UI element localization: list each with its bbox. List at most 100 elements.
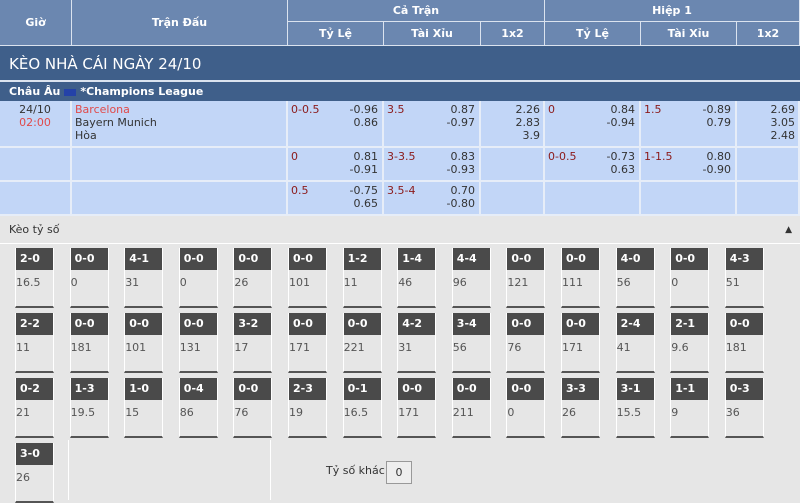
score-tile[interactable]: 2-0 16.5 [15,248,54,308]
col-tran-dau: Trận Đấu [72,0,288,46]
ft-hdp-cell: 0.5 -0.75 0.65 [288,182,384,216]
score-tile[interactable]: 3-3 26 [561,378,600,438]
odds-value[interactable]: -0.89 [702,103,731,116]
score-tile[interactable]: 4-3 51 [724,248,764,308]
score-tile[interactable]: 0-0 121 [506,248,546,308]
odds-value[interactable]: 2.48 [770,129,796,142]
odds-value[interactable]: 0.83 [450,150,476,163]
score-odds-header[interactable]: Kèo tỷ số ▲ [0,216,800,244]
odds-value[interactable]: 0.63 [610,163,636,176]
line-value: 0-0.5 [291,103,320,116]
odds-value[interactable]: 0.79 [706,116,732,129]
score-tile[interactable]: 1-4 46 [397,248,437,308]
score-tile[interactable]: 4-2 31 [397,313,437,373]
score-tile[interactable]: 0-4 86 [178,378,218,438]
score-tile[interactable]: 0-0 171 [561,313,600,373]
line-value: 3.5 [387,103,405,116]
odds-value[interactable]: -0.90 [702,163,731,176]
score-odds: 0 [179,276,187,289]
score-label: 0-0 [452,378,490,400]
score-tile[interactable]: 0-0 0 [69,248,109,308]
league-row[interactable]: Châu Âu *Champions League [0,82,800,102]
caret-up-icon[interactable]: ▲ [785,225,792,235]
odds-value[interactable]: -0.94 [606,116,635,129]
score-tile[interactable]: 0-0 76 [506,313,546,373]
ft-ou-cell: 3.5-4 0.70 -0.80 [384,182,481,216]
home-team[interactable]: Barcelona [75,103,130,116]
odds-value[interactable]: 0.70 [450,184,476,197]
odds-value[interactable]: 3.9 [522,129,541,142]
odds-value[interactable]: -0.91 [349,163,378,176]
score-tile[interactable]: 0-2 21 [15,378,54,438]
score-tile[interactable]: 0-0 101 [124,313,164,373]
odds-value[interactable]: 0.86 [353,116,379,129]
score-tile[interactable]: 0-0 131 [178,313,218,373]
odds-value[interactable]: 0.80 [706,150,732,163]
score-tile[interactable]: 3-4 56 [451,313,491,373]
away-team[interactable]: Bayern Munich [75,116,157,129]
odds-value[interactable]: 2.83 [515,116,541,129]
score-tile[interactable]: 0-0 221 [342,313,382,373]
score-tile[interactable]: 0-0 181 [69,313,109,373]
score-tile[interactable]: 0-0 76 [233,378,273,438]
odds-value[interactable]: 0.84 [610,103,636,116]
score-odds: 31 [398,341,413,354]
odds-value[interactable]: 0.81 [353,150,379,163]
score-tile[interactable]: 0-0 181 [724,313,764,373]
score-tile[interactable]: 3-0 26 [15,443,54,503]
score-tile[interactable]: 2-1 9.6 [670,313,710,373]
score-tile[interactable]: 0-0 0 [506,378,546,438]
score-tile[interactable]: 1-2 11 [342,248,382,308]
col-ft-1x2: 1x2 [481,22,545,46]
time-cell [0,148,72,182]
odds-value[interactable]: -0.93 [446,163,475,176]
line-value: 1.5 [644,103,662,116]
odds-value[interactable]: 0.87 [450,103,476,116]
score-tile[interactable]: 1-1 9 [670,378,710,438]
score-tile[interactable]: 0-3 36 [724,378,764,438]
score-tile[interactable]: 4-4 96 [451,248,491,308]
score-tile[interactable]: 2-3 19 [288,378,327,438]
score-odds: 0 [70,276,78,289]
line-value: 0.5 [291,184,309,197]
score-odds: 86 [179,406,194,419]
score-odds: 36 [725,406,740,419]
score-tile[interactable]: 0-0 171 [288,313,327,373]
odds-value[interactable]: -0.73 [606,150,635,163]
score-tile[interactable]: 1-0 15 [124,378,164,438]
score-tile[interactable]: 3-2 17 [233,313,273,373]
col-hiep1: Hiệp 1 [545,0,800,22]
odds-value[interactable]: 3.05 [770,116,796,129]
score-tile[interactable]: 2-4 41 [615,313,655,373]
odds-value[interactable]: -0.75 [349,184,378,197]
score-odds: 96 [452,276,467,289]
score-tile[interactable]: 0-0 0 [670,248,710,308]
col-ft-ty-le: Tỷ Lệ [288,22,384,46]
score-tile[interactable]: 4-1 31 [124,248,164,308]
score-tile[interactable]: 3-1 15.5 [615,378,655,438]
score-tile[interactable]: 0-0 26 [233,248,273,308]
score-tile[interactable]: 2-2 11 [15,313,54,373]
odds-value[interactable]: 0.65 [353,197,379,210]
score-odds: 76 [234,406,249,419]
score-tile[interactable]: 0-0 0 [178,248,218,308]
odds-value[interactable]: -0.97 [446,116,475,129]
score-odds: 51 [725,276,740,289]
score-tile[interactable]: 1-3 19.5 [69,378,109,438]
odds-value[interactable]: -0.80 [446,197,475,210]
score-tile[interactable]: 4-0 56 [615,248,655,308]
score-label: 0-0 [343,313,381,335]
odds-values: 0.81 -0.91 [350,150,378,176]
score-tile[interactable]: 0-0 171 [397,378,437,438]
score-tile[interactable]: 0-0 111 [561,248,600,308]
score-tile[interactable]: 0-0 101 [288,248,327,308]
odds-value[interactable]: 2.69 [770,103,796,116]
other-score-value[interactable]: 0 [386,461,412,484]
score-tile[interactable]: 0-0 211 [451,378,491,438]
odds-value[interactable]: 2.26 [515,103,541,116]
ft-hdp-cell: 0 0.81 -0.91 [288,148,384,182]
score-odds: 211 [452,406,474,419]
odds-value[interactable]: -0.96 [349,103,378,116]
score-tile[interactable]: 0-1 16.5 [342,378,382,438]
score-odds: 111 [562,276,583,289]
